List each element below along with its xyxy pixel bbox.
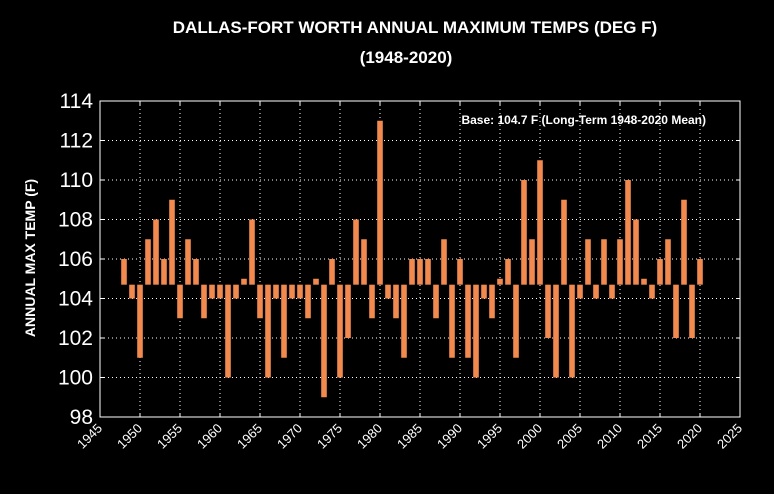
y-tick-label: 110 [60,169,93,192]
bar-1967 [273,284,279,299]
base-annotation: Base: 104.7 F (Long-Term 1948-2020 Mean) [461,113,706,127]
bar-1971 [305,284,311,319]
bars-group [121,120,703,398]
bar-1950 [137,284,143,358]
bar-1989 [449,284,455,358]
y-tick-label: 104 [58,288,93,311]
bar-1963 [241,278,247,285]
bar-1973 [321,284,327,398]
bar-2015 [657,259,663,285]
y-axis-label: ANNUAL MAX TEMP (F) [22,179,38,337]
bar-1955 [177,284,183,319]
bar-1968 [281,284,287,358]
bar-2005 [577,284,583,299]
bar-1996 [505,259,511,285]
bar-1978 [361,239,367,285]
bar-1991 [465,284,471,358]
bar-1970 [297,284,303,299]
y-tick-label: 112 [60,130,93,153]
bar-2001 [545,284,551,338]
y-tick-labels: 98 100 102 104 106 108 110 112 114 [58,90,740,429]
y-tick-label: 100 [58,367,93,390]
bar-1958 [201,284,207,319]
bar-1994 [489,284,495,319]
bar-1960 [217,284,223,299]
bar-2011 [625,180,631,285]
bar-1982 [393,284,399,319]
bar-1998 [521,180,527,285]
bar-1977 [353,219,359,285]
bar-1948 [121,259,127,285]
bar-2006 [585,239,591,285]
bar-1986 [425,259,431,285]
y-tick-label: 114 [60,90,94,113]
bar-2018 [681,199,687,285]
bar-2017 [673,284,679,338]
bar-1992 [473,284,479,378]
bar-1969 [289,284,295,299]
bar-1962 [233,284,239,299]
bar-1949 [129,284,135,299]
bar-1954 [169,199,175,285]
bar-1961 [225,284,231,378]
bar-2009 [609,284,615,299]
bar-1972 [313,278,319,285]
bar-2007 [593,284,599,299]
bar-2013 [641,278,647,285]
bar-1997 [513,284,519,358]
bar-1980 [377,120,383,285]
bar-2016 [665,239,671,285]
bar-1988 [441,239,447,285]
bar-2012 [633,219,639,285]
bar-1965 [257,284,263,319]
bar-1981 [385,284,391,299]
bar-1975 [337,284,343,378]
y-tick-label: 106 [58,248,93,271]
bar-2020 [697,259,703,285]
bar-1976 [345,284,351,338]
y-tick-label: 108 [58,209,93,232]
bar-1956 [185,239,191,285]
bar-2000 [537,160,543,285]
bar-2008 [601,239,607,285]
bar-1985 [417,259,423,285]
bar-1979 [369,284,375,319]
bar-1987 [433,284,439,319]
bar-2010 [617,239,623,285]
bar-1974 [329,259,335,285]
y-tick-label: 98 [70,406,93,429]
bar-1983 [401,284,407,358]
bar-1951 [145,239,151,285]
bar-1964 [249,219,255,285]
bar-1953 [161,259,167,285]
bar-1957 [193,259,199,285]
bar-2004 [569,284,575,378]
bar-1995 [497,278,503,285]
bar-2014 [649,284,655,299]
chart-title: DALLAS-FORT WORTH ANNUAL MAXIMUM TEMPS (… [173,18,657,37]
chart-subtitle: (1948-2020) [360,48,453,67]
bar-2003 [561,199,567,285]
bar-1993 [481,284,487,299]
bar-2002 [553,284,559,378]
bar-1990 [457,259,463,285]
y-tick-label: 102 [58,327,93,350]
bar-1959 [209,284,215,299]
bar-2019 [689,284,695,338]
bar-1952 [153,219,159,285]
bar-1999 [529,239,535,285]
bar-1984 [409,259,415,285]
bar-1966 [265,284,271,378]
